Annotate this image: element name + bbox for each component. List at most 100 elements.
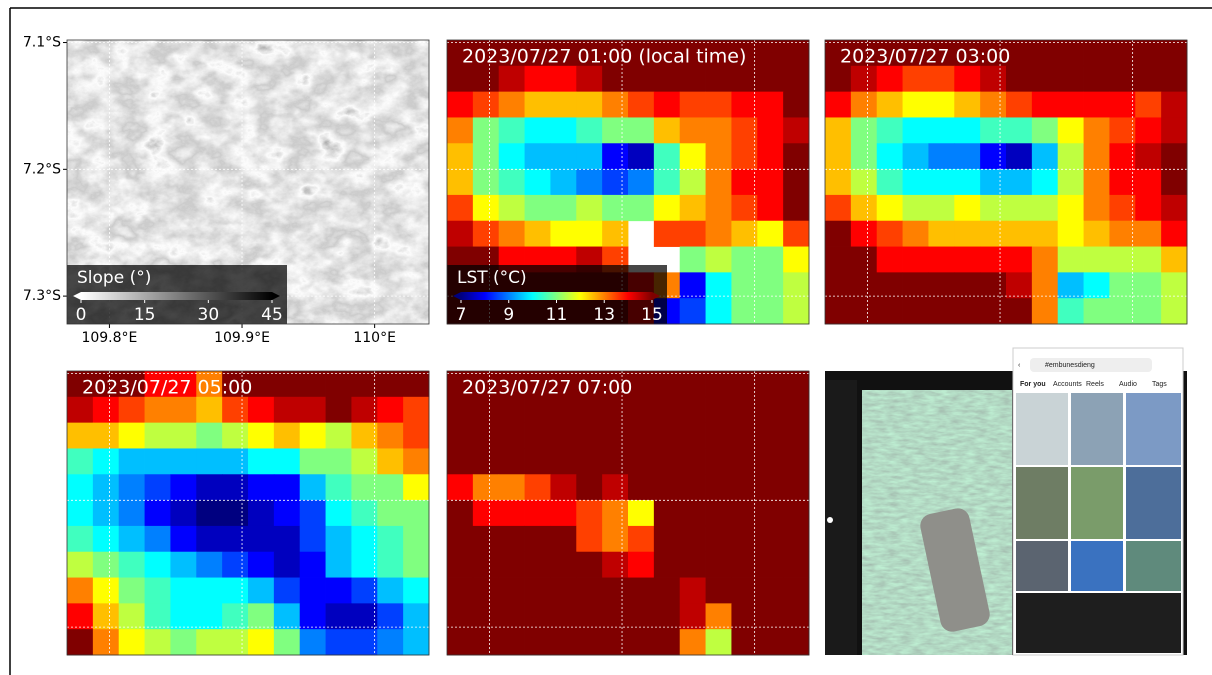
heat-cell — [576, 423, 602, 449]
heat-cell — [757, 117, 783, 143]
heat-cell — [351, 371, 377, 397]
heat-cell — [783, 629, 809, 655]
thumb[interactable] — [1071, 541, 1123, 591]
heat-cell — [473, 578, 499, 604]
colorbar-tick-label: 7 — [456, 305, 467, 325]
heat-cell — [706, 92, 732, 118]
heat-cell — [731, 423, 757, 449]
tab[interactable]: Accounts — [1053, 381, 1082, 388]
heat-cell — [525, 66, 551, 92]
thumb[interactable] — [1126, 393, 1181, 465]
tab[interactable]: Reels — [1086, 381, 1104, 388]
heat-cell — [706, 448, 732, 474]
heat-cell — [576, 117, 602, 143]
heat-cell — [473, 92, 499, 118]
heat-cell — [783, 397, 809, 423]
heat-cell — [576, 448, 602, 474]
heat-cell — [1006, 169, 1032, 195]
heat-cell — [525, 143, 551, 169]
heat-cell — [326, 474, 352, 500]
heat-cell — [654, 423, 680, 449]
heat-cell — [654, 578, 680, 604]
heat-cell — [473, 448, 499, 474]
heat-cell — [499, 423, 525, 449]
heat-cell — [300, 448, 326, 474]
heat-cell — [377, 474, 403, 500]
heat-cell — [403, 371, 429, 397]
thumb[interactable] — [1016, 393, 1068, 465]
heat-cell — [1161, 272, 1187, 298]
heat-cell — [1161, 143, 1187, 169]
heat-cell — [248, 448, 274, 474]
heat-cell — [757, 500, 783, 526]
heat-cell — [757, 552, 783, 578]
thumb[interactable] — [1016, 541, 1068, 591]
tab[interactable]: For you — [1020, 381, 1046, 388]
heat-cell — [377, 578, 403, 604]
heat-cell — [928, 247, 954, 273]
heat-cell — [550, 474, 576, 500]
heat-cell — [954, 66, 980, 92]
heat-cell — [550, 423, 576, 449]
heat-cell — [680, 298, 706, 324]
heat-cell — [980, 298, 1006, 324]
heat-cell — [222, 578, 248, 604]
heat-cell — [680, 221, 706, 247]
thumb[interactable] — [1071, 393, 1123, 465]
heat-cell — [170, 423, 196, 449]
thumb[interactable] — [1126, 467, 1181, 539]
heat-cell — [877, 66, 903, 92]
heat-cell — [680, 371, 706, 397]
heat-cell — [1032, 247, 1058, 273]
heat-cell — [93, 578, 119, 604]
heat-cell — [145, 423, 171, 449]
heat-cell — [403, 603, 429, 629]
heat-cell — [757, 169, 783, 195]
heat-cell — [628, 66, 654, 92]
heat-cell — [783, 221, 809, 247]
heat-cell — [757, 298, 783, 324]
tab[interactable]: Audio — [1119, 381, 1137, 388]
heat-cell — [783, 40, 809, 66]
y-tick-label: 7.2°S — [23, 161, 61, 177]
thumb[interactable] — [1071, 467, 1123, 539]
heat-cell — [119, 552, 145, 578]
heat-cell — [473, 526, 499, 552]
heat-cell — [1032, 221, 1058, 247]
heat-cell — [300, 603, 326, 629]
heat-cell — [654, 552, 680, 578]
heat-cell — [731, 272, 757, 298]
heat-cell — [680, 143, 706, 169]
heat-cell — [628, 448, 654, 474]
heat-cell — [706, 603, 732, 629]
heat-cell — [145, 603, 171, 629]
heat-cell — [1058, 272, 1084, 298]
heat-cell — [93, 500, 119, 526]
thumbnails — [1016, 393, 1181, 653]
heat-cell — [351, 629, 377, 655]
heat-cell — [403, 629, 429, 655]
heat-cell — [783, 448, 809, 474]
heat-cell — [928, 272, 954, 298]
heat-cell — [170, 397, 196, 423]
thumb[interactable] — [1126, 541, 1181, 591]
thumb[interactable] — [1016, 467, 1068, 539]
tab[interactable]: Tags — [1152, 381, 1167, 388]
heat-cell — [1006, 117, 1032, 143]
heat-cell — [706, 272, 732, 298]
heat-cell — [783, 526, 809, 552]
heat-cell — [903, 143, 929, 169]
heat-cell — [628, 92, 654, 118]
heat-cell — [654, 629, 680, 655]
heat-cell — [706, 526, 732, 552]
heat-cell — [300, 423, 326, 449]
heat-cell — [1032, 66, 1058, 92]
heat-cell — [550, 552, 576, 578]
heat-cell — [851, 117, 877, 143]
heat-cell — [119, 500, 145, 526]
heat-cell — [980, 66, 1006, 92]
heat-cell — [1032, 272, 1058, 298]
heat-cell — [93, 526, 119, 552]
heat-cell — [196, 397, 222, 423]
heat-cell — [403, 578, 429, 604]
